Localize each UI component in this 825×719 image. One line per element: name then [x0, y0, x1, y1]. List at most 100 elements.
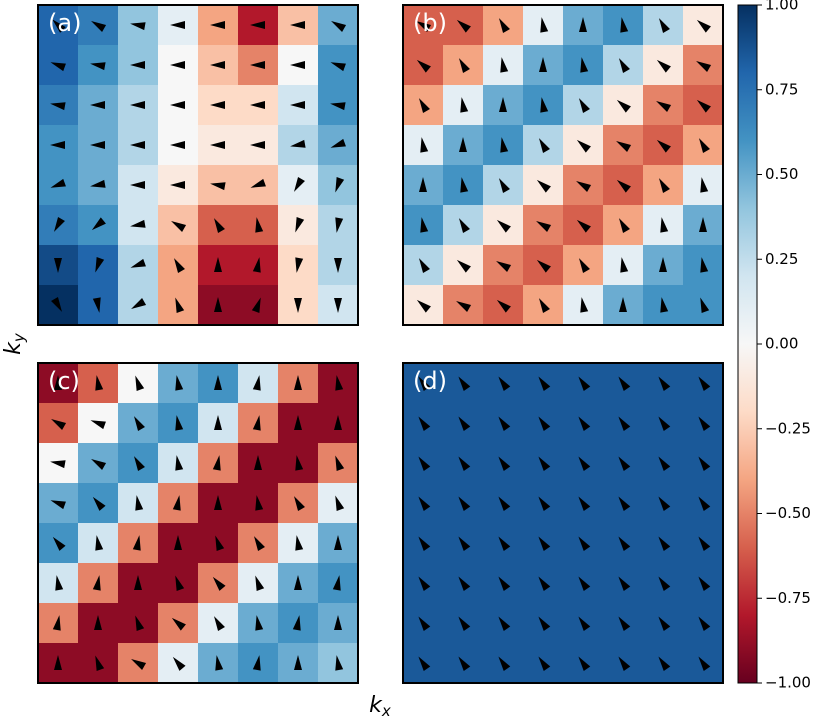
- arrow: [175, 415, 184, 431]
- colorbar-tick-label: −1.00: [765, 674, 811, 692]
- arrow: [214, 495, 222, 510]
- arrow: [696, 61, 712, 72]
- arrow: [578, 656, 591, 672]
- arrow: [295, 455, 304, 471]
- arrow: [418, 616, 431, 632]
- arrow: [290, 61, 305, 69]
- arrow: [135, 615, 145, 631]
- arrow: [578, 616, 591, 632]
- arrow: [498, 456, 511, 472]
- arrow: [252, 375, 261, 391]
- arrow: [498, 496, 511, 512]
- arrow: [620, 257, 629, 273]
- arrow: [499, 97, 507, 112]
- colorbar-tick-label: −0.75: [765, 589, 811, 607]
- y-label-base: k: [1, 341, 26, 355]
- arrow: [90, 420, 106, 430]
- arrow: [578, 536, 591, 552]
- arrow: [698, 656, 711, 672]
- arrow: [134, 575, 142, 590]
- panel: (c): [37, 362, 359, 684]
- arrow: [130, 22, 146, 31]
- arrow: [418, 416, 431, 432]
- arrow: [498, 576, 511, 592]
- arrow: [418, 576, 431, 592]
- arrow: [656, 59, 671, 73]
- panel-frame: [402, 362, 724, 684]
- arrow: [458, 376, 471, 392]
- x-axis-label: kx: [369, 693, 391, 719]
- arrow: [700, 297, 710, 313]
- arrow: [618, 576, 631, 592]
- panel-frame: [37, 4, 359, 326]
- arrow: [538, 416, 551, 432]
- arrow: [290, 21, 305, 29]
- arrow: [92, 297, 101, 313]
- arrow: [496, 299, 511, 313]
- arrow: [540, 97, 549, 113]
- y-label-sub: y: [10, 332, 28, 343]
- arrow: [251, 297, 261, 313]
- arrow: [699, 217, 707, 232]
- arrow: [175, 297, 185, 313]
- arrow: [335, 177, 345, 193]
- arrow: [499, 18, 510, 34]
- arrow: [252, 257, 261, 273]
- arrow: [334, 415, 342, 430]
- arrow: [498, 376, 511, 392]
- arrow: [175, 455, 184, 471]
- arrow: [210, 101, 225, 109]
- colorbar-tick-label: 1.00: [765, 0, 798, 14]
- arrow: [660, 297, 669, 313]
- panel-label: (c): [48, 367, 80, 395]
- colorbar-tick-label: 0.25: [765, 250, 798, 268]
- arrow: [579, 17, 587, 32]
- arrow: [576, 139, 591, 153]
- arrow: [330, 102, 346, 111]
- arrow: [52, 615, 61, 631]
- panel: (b): [402, 4, 724, 326]
- arrow: [290, 101, 305, 109]
- arrow: [330, 62, 346, 72]
- arrow: [294, 575, 302, 590]
- arrow: [576, 181, 592, 192]
- arrow: [170, 181, 185, 189]
- arrow: [496, 261, 512, 272]
- arrow: [416, 59, 431, 73]
- arrow: [210, 141, 225, 149]
- arrow: [135, 375, 145, 391]
- arrow: [539, 298, 550, 314]
- arrow: [658, 536, 671, 552]
- arrow: [175, 375, 184, 391]
- arrow: [250, 61, 265, 69]
- colorbar-tick-label: 0.50: [765, 165, 798, 183]
- arrow: [579, 258, 590, 274]
- arrow: [214, 375, 222, 390]
- panel-label: (a): [48, 9, 81, 37]
- arrow: [252, 655, 261, 671]
- arrow: [171, 221, 187, 232]
- arrow: [698, 376, 711, 392]
- arrow: [212, 455, 221, 471]
- arrow: [54, 258, 62, 273]
- arrow: [50, 460, 66, 469]
- arrow: [618, 416, 631, 432]
- arrow: [54, 216, 65, 232]
- arrow: [658, 456, 671, 472]
- colorbar-tick-label: 0.75: [765, 80, 798, 98]
- arrow: [54, 375, 62, 390]
- arrow: [130, 181, 145, 189]
- arrow: [255, 217, 264, 233]
- arrow: [172, 656, 186, 671]
- arrow: [130, 219, 146, 228]
- arrow: [536, 221, 552, 232]
- panel: (a): [37, 4, 359, 326]
- arrow: [538, 616, 551, 632]
- arrow: [134, 416, 145, 432]
- arrow: [456, 259, 471, 273]
- arrow: [95, 375, 104, 391]
- arrow: [659, 18, 670, 34]
- panel-frame: [402, 4, 724, 326]
- arrow: [498, 616, 511, 632]
- arrow: [171, 617, 186, 631]
